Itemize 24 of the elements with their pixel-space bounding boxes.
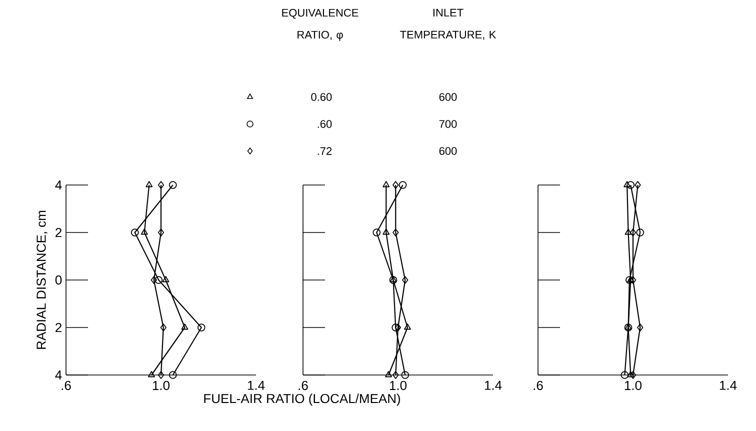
text: INLET TEMPERATURE, K — [400, 8, 496, 40]
text: 700 — [439, 120, 457, 128]
text: 600 — [439, 93, 457, 101]
y-tick-label: 4 — [55, 370, 62, 380]
y-tick-label: 2 — [56, 322, 62, 332]
text: 0.60 — [311, 93, 332, 101]
y-tick-label: 0 — [55, 275, 62, 285]
x-tick-label: 1.4 — [720, 380, 737, 390]
text: .72 — [318, 147, 332, 155]
text: .60 — [318, 120, 332, 128]
y-tick-label: 4 — [55, 180, 62, 190]
x-tick-label: .6 — [298, 380, 308, 390]
x-tick-label: 1.0 — [152, 380, 170, 390]
x-tick-label: 1.4 — [248, 380, 265, 390]
x-axis-title: FUEL-AIR RATIO (LOCAL/MEAN) — [204, 394, 400, 406]
text: 600 — [439, 147, 457, 155]
x-tick-label: .6 — [62, 380, 71, 390]
x-tick-label: 1.4 — [484, 380, 502, 390]
x-tick-label: 1.0 — [390, 380, 407, 390]
y-tick-label: 2 — [56, 228, 62, 238]
x-tick-label: 1.0 — [624, 380, 642, 390]
x-tick-label: .6 — [534, 380, 543, 390]
y-axis-title: RADIAL DISTANCE, cm — [36, 210, 48, 349]
text: EQUIVALENCE RATIO, φ — [282, 8, 358, 41]
